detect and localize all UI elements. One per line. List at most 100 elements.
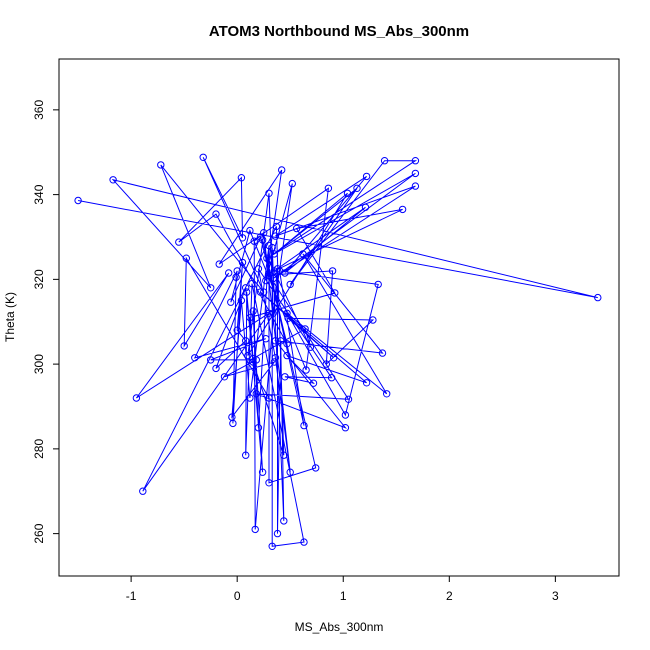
data-point [248,279,256,288]
data-point [306,343,315,351]
data-point [328,267,337,275]
data-point [139,487,147,495]
data-point [212,364,220,373]
data-point [249,354,257,363]
data-point [300,538,308,546]
data-point [322,360,330,368]
data-point [229,419,237,428]
data-point [330,354,338,362]
data-point [324,184,333,193]
data-point [238,258,247,267]
data-point [242,284,250,292]
data-point [283,340,291,348]
data-point [344,395,353,403]
data-point [262,335,270,343]
data-point [312,464,320,472]
data-point [227,298,235,306]
data-point [343,189,352,198]
data-point [252,390,260,398]
data-point [246,226,254,235]
y-tick-label: 320 [32,269,46,289]
data-point [341,424,350,432]
data-point [262,276,270,285]
data-point [331,289,339,297]
data-point [270,358,278,366]
data-point [374,280,382,289]
data-point [260,229,268,237]
data-point [243,288,251,296]
x-tick-label: -1 [126,589,137,603]
data-point [398,205,407,214]
data-point [256,288,265,296]
chart-title: ATOM3 Northbound MS_Abs_300nm [209,23,469,40]
data-point [215,260,223,268]
data-point [263,254,271,262]
data-point [157,161,165,169]
data-point [361,203,370,212]
data-point [246,394,254,402]
data-point [175,238,183,246]
data-point [362,172,371,181]
data-point [286,280,294,289]
data-point [260,288,268,296]
data-point [280,451,288,459]
data-point [232,273,240,281]
data-point [269,309,277,317]
x-tick-label: 2 [446,589,453,603]
data-point [283,351,291,360]
data-point [302,366,310,374]
x-axis-label: MS_Abs_300nm [295,620,384,634]
data-point [74,196,82,205]
x-tick-label: 1 [340,589,347,603]
x-tick-label: 0 [234,589,241,603]
data-point [273,529,282,538]
data-point [411,157,420,165]
data-point [237,174,246,182]
data-point [265,241,273,250]
data-point [309,379,318,387]
x-tick-label: 3 [552,589,559,603]
y-tick-label: 280 [32,439,46,459]
data-point [265,271,273,279]
data-point [277,337,285,345]
data-point [271,337,280,345]
data-point [265,479,273,487]
data-point [265,394,273,402]
data-point [250,237,258,245]
data-point [238,234,247,242]
data-point [299,250,307,258]
data-point [254,265,263,273]
data-point [237,296,246,305]
data-point [199,153,207,162]
data-point [242,451,250,459]
data-point [327,374,336,382]
data-point [212,210,220,218]
data-point [286,468,294,476]
y-tick-label: 300 [32,354,46,374]
data-point [242,337,250,345]
data-point [362,379,371,387]
data-points [74,153,602,550]
data-point [281,373,289,381]
data-point [594,293,602,302]
data-point [251,525,259,534]
data-point [292,224,301,233]
data-point [233,326,241,334]
data-point [273,265,282,273]
data-point [207,284,215,292]
data-point [220,373,229,381]
plot-frame [58,58,620,577]
data-point [225,269,233,277]
data-point [271,232,280,240]
data-point [380,157,389,165]
data-point [268,542,276,550]
y-axis: 260 280 300 320 340 360 [32,100,59,544]
data-point [378,349,387,357]
data-point [278,166,286,174]
y-tick-label: 260 [32,523,46,543]
data-point [249,358,257,366]
y-tick-label: 360 [32,100,46,120]
data-point [288,179,296,188]
data-point [191,354,199,362]
data-point [265,189,273,198]
